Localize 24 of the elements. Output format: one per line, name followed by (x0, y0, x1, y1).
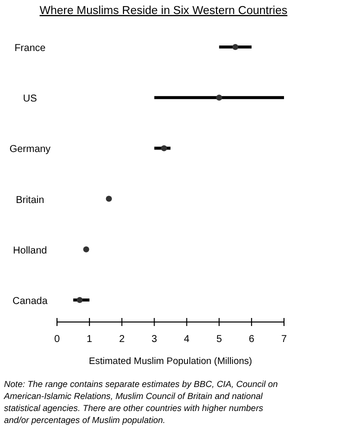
x-tick-label: 7 (281, 334, 288, 345)
y-tick-label: France (14, 43, 46, 54)
x-tick-label: 5 (216, 334, 222, 345)
x-tick-label: 1 (86, 334, 93, 345)
bar (154, 96, 284, 100)
y-tick-label: Canada (12, 296, 48, 307)
point (161, 145, 168, 152)
point (76, 297, 83, 303)
y-tick-label: Britain (16, 194, 44, 206)
y-tick-label: US (23, 94, 38, 105)
x-axis-title: Estimated Muslim Population (Millions) (88, 356, 252, 367)
point (83, 246, 90, 252)
chart-title: Where Muslims Reside in Six Western Countries (40, 5, 288, 17)
point (106, 196, 112, 202)
x-tick-label: 6 (248, 334, 255, 345)
x-tick-label: 3 (152, 334, 158, 345)
y-tick-label: Germany (9, 144, 51, 156)
point (216, 94, 222, 101)
text: Note: The range contains separate estimates by BBC, CIA, Council on American-Islamic Relations, Muslim Council of Britain and national statistical agencies. There are other countries with higher numbers and/or percentages of Muslim population. (3, 379, 278, 425)
x-tick-label: 0 (54, 334, 60, 345)
point (232, 44, 238, 50)
x-tick-label: 2 (119, 334, 126, 345)
y-tick-label: Holland (13, 245, 47, 256)
x-tick-label: 4 (184, 334, 190, 345)
